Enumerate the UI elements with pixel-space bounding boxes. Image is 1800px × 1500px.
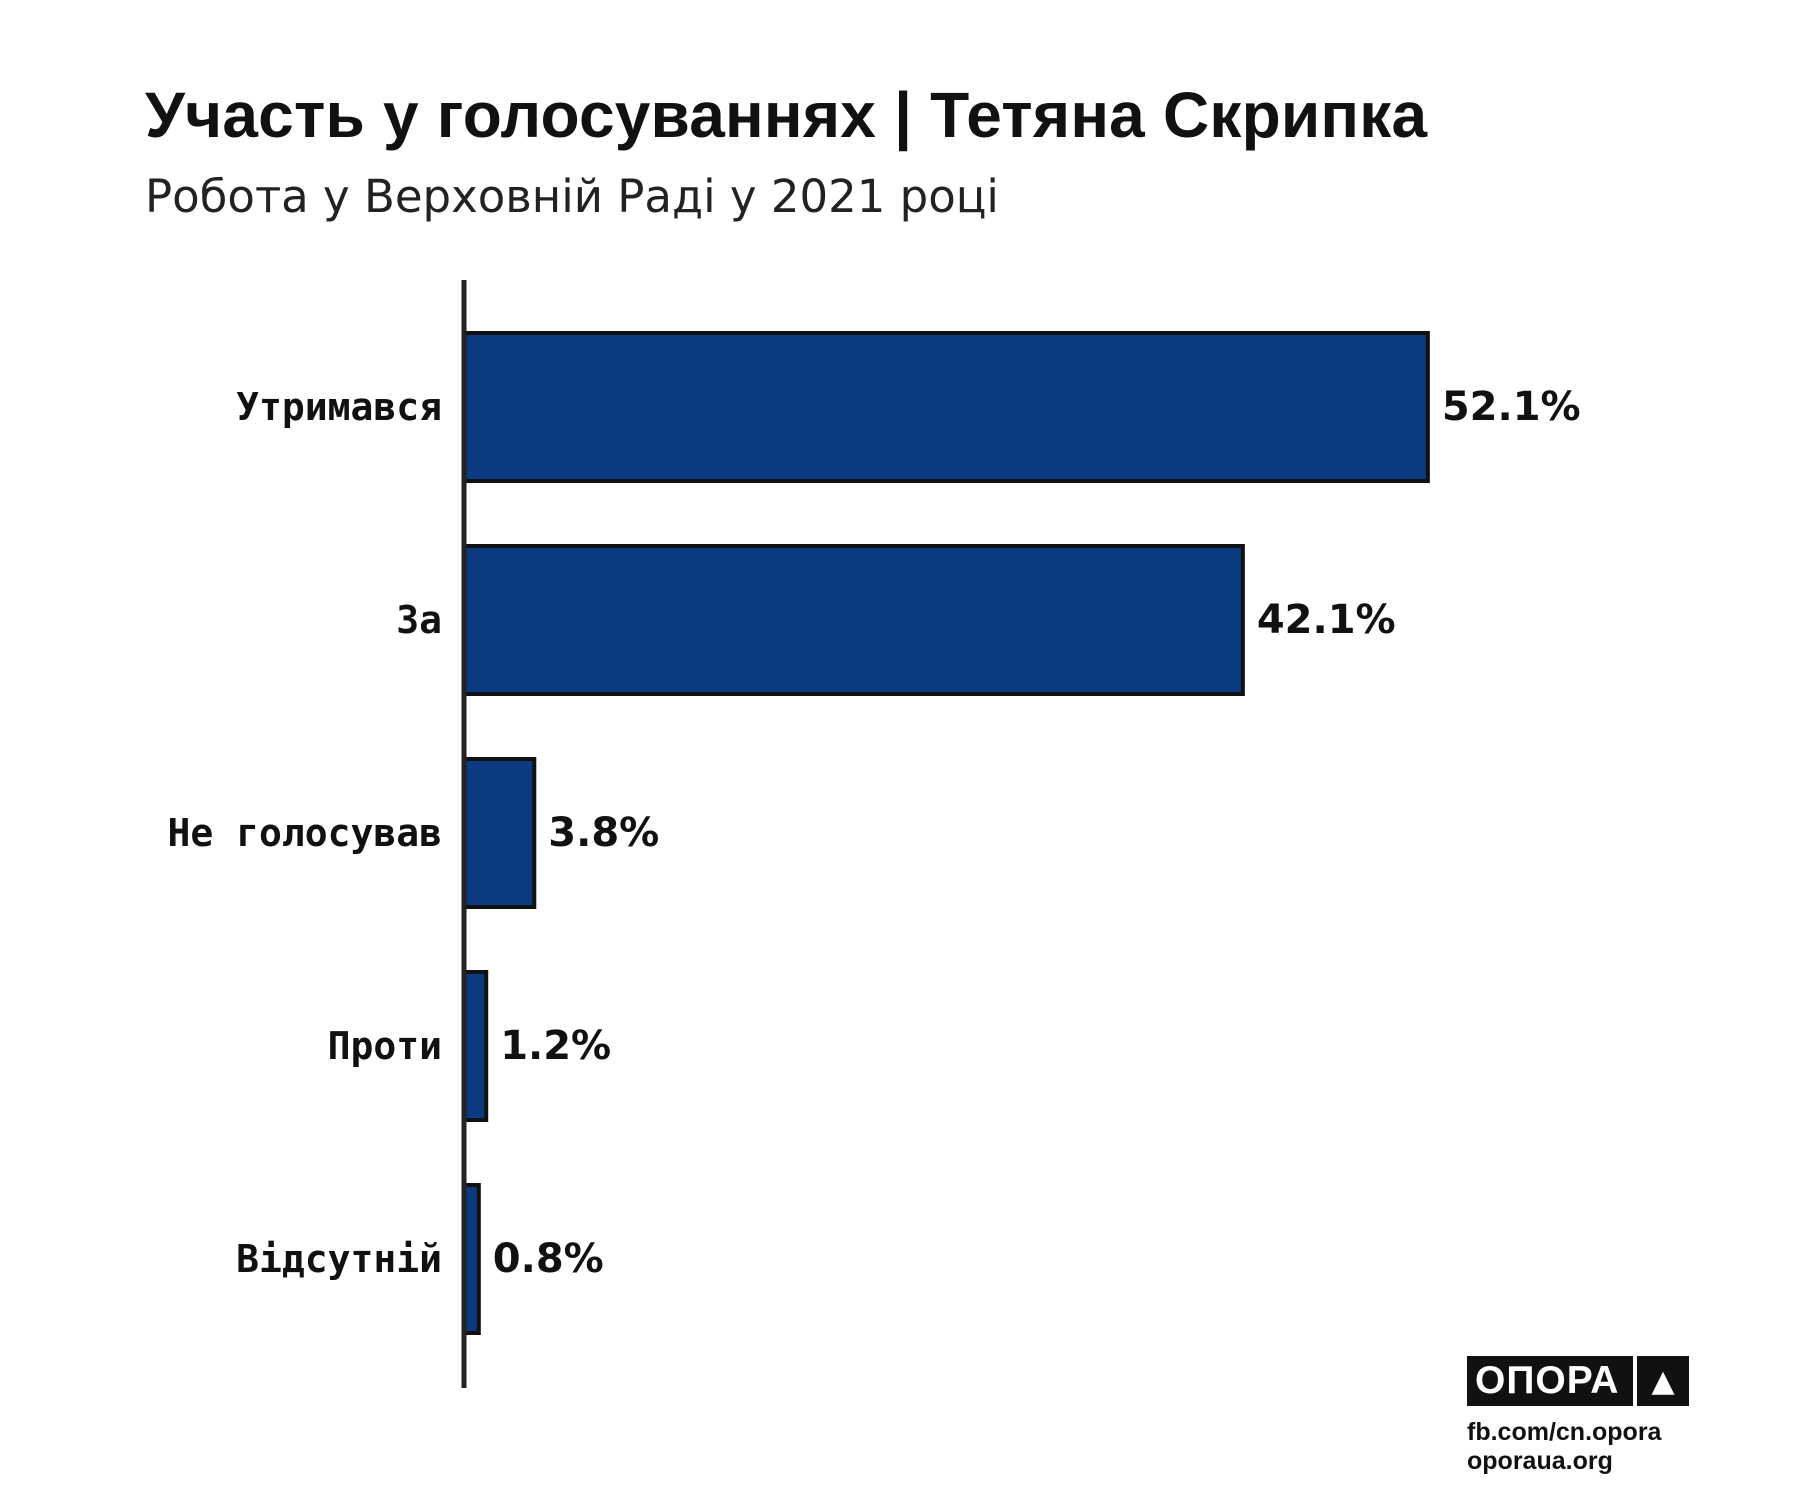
triangle-up-icon: ▲ <box>1651 1363 1675 1399</box>
facebook-link[interactable]: fb.com/cn.opora <box>1467 1418 1662 1446</box>
value-label-3: 1.2% <box>500 1023 611 1069</box>
logo-divider <box>1633 1356 1637 1406</box>
category-label-0: Утримався <box>236 385 442 429</box>
bar-2 <box>462 757 537 909</box>
opora-logo: ОПОРА ▲ <box>1467 1356 1689 1406</box>
bar-0 <box>462 331 1430 483</box>
chart-title: Участь у голосуваннях | Тетяна Скрипка <box>145 79 1428 151</box>
value-label-1: 42.1% <box>1257 597 1396 643</box>
category-label-1: За <box>396 598 442 642</box>
category-label-2: Не голосував <box>167 811 442 855</box>
value-label-4: 0.8% <box>493 1236 604 1282</box>
value-label-2: 3.8% <box>548 810 659 856</box>
category-label-3: Проти <box>328 1024 442 1068</box>
bar-1 <box>462 544 1245 696</box>
bar-3 <box>462 970 489 1122</box>
website-link[interactable]: oporaua.org <box>1467 1447 1613 1475</box>
value-label-0: 52.1% <box>1442 384 1581 430</box>
chart-subtitle: Робота у Верховній Раді у 2021 році <box>145 170 999 223</box>
logo-text: ОПОРА <box>1475 1359 1620 1402</box>
category-label-4: Відсутній <box>236 1237 442 1281</box>
